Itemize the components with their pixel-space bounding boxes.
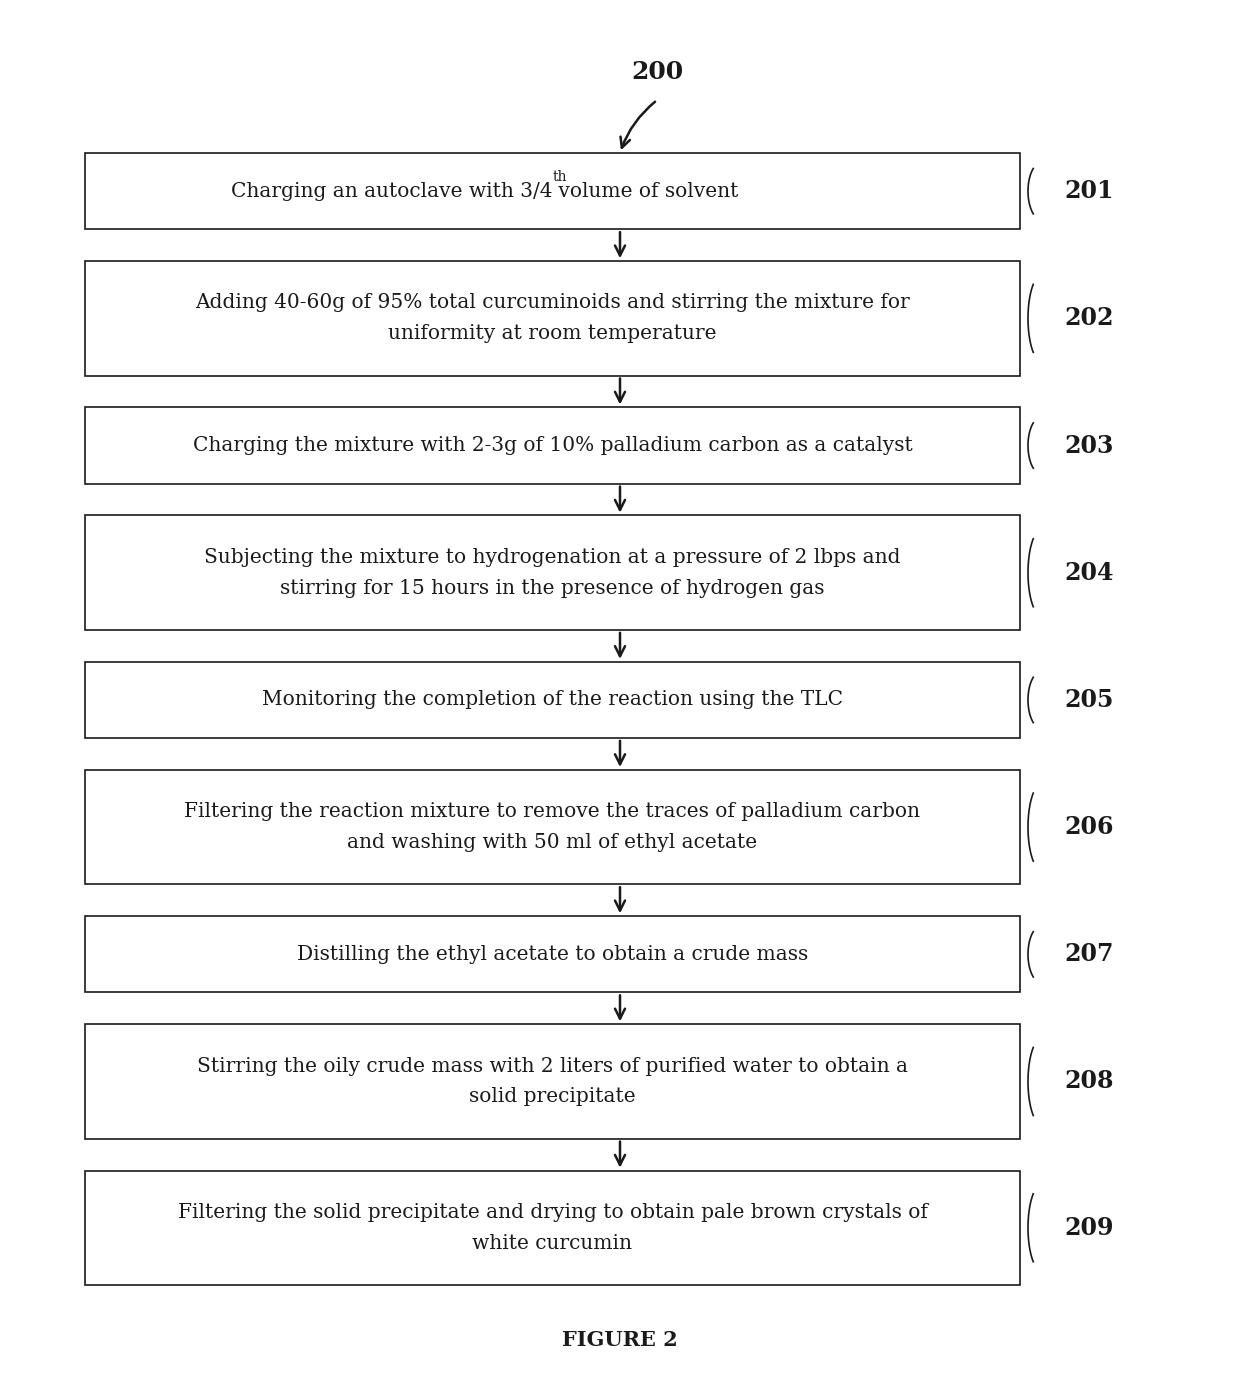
Text: Filtering the reaction mixture to remove the traces of palladium carbon: Filtering the reaction mixture to remove… xyxy=(185,802,920,822)
Text: Stirring the oily crude mass with 2 liters of purified water to obtain a: Stirring the oily crude mass with 2 lite… xyxy=(197,1056,908,1076)
Text: solid precipitate: solid precipitate xyxy=(469,1088,636,1106)
Text: 208: 208 xyxy=(1064,1070,1114,1094)
Text: Adding 40-60g of 95% total curcuminoids and stirring the mixture for: Adding 40-60g of 95% total curcuminoids … xyxy=(195,293,910,312)
Text: white curcumin: white curcumin xyxy=(472,1233,632,1253)
Text: and washing with 50 ml of ethyl acetate: and washing with 50 ml of ethyl acetate xyxy=(347,833,758,852)
Text: 205: 205 xyxy=(1064,688,1114,711)
Text: FIGURE 2: FIGURE 2 xyxy=(562,1329,678,1350)
Bar xyxy=(86,661,1021,738)
Bar xyxy=(86,770,1021,884)
Text: uniformity at room temperature: uniformity at room temperature xyxy=(388,324,717,343)
Bar xyxy=(86,261,1021,375)
Bar xyxy=(86,1024,1021,1138)
Text: 202: 202 xyxy=(1064,307,1114,331)
Text: 209: 209 xyxy=(1064,1216,1114,1240)
Text: 207: 207 xyxy=(1064,942,1114,967)
Bar xyxy=(86,917,1021,992)
Bar xyxy=(86,1170,1021,1285)
Text: 200: 200 xyxy=(631,60,683,84)
Bar xyxy=(86,516,1021,631)
Bar xyxy=(86,407,1021,484)
Text: 206: 206 xyxy=(1064,815,1114,840)
Text: volume of solvent: volume of solvent xyxy=(553,181,739,201)
Text: Subjecting the mixture to hydrogenation at a pressure of 2 lbps and: Subjecting the mixture to hydrogenation … xyxy=(205,548,900,566)
Text: th: th xyxy=(553,170,567,184)
Text: 203: 203 xyxy=(1064,434,1114,458)
Text: 201: 201 xyxy=(1064,179,1114,204)
Text: 204: 204 xyxy=(1064,561,1114,585)
Text: Charging the mixture with 2-3g of 10% palladium carbon as a catalyst: Charging the mixture with 2-3g of 10% pa… xyxy=(192,437,913,455)
Text: stirring for 15 hours in the presence of hydrogen gas: stirring for 15 hours in the presence of… xyxy=(280,579,825,597)
Text: Filtering the solid precipitate and drying to obtain pale brown crystals of: Filtering the solid precipitate and dryi… xyxy=(177,1202,928,1222)
Text: Distilling the ethyl acetate to obtain a crude mass: Distilling the ethyl acetate to obtain a… xyxy=(296,944,808,964)
Text: Monitoring the completion of the reaction using the TLC: Monitoring the completion of the reactio… xyxy=(262,691,843,710)
Text: Charging an autoclave with 3/4: Charging an autoclave with 3/4 xyxy=(231,181,553,201)
Bar xyxy=(86,153,1021,229)
